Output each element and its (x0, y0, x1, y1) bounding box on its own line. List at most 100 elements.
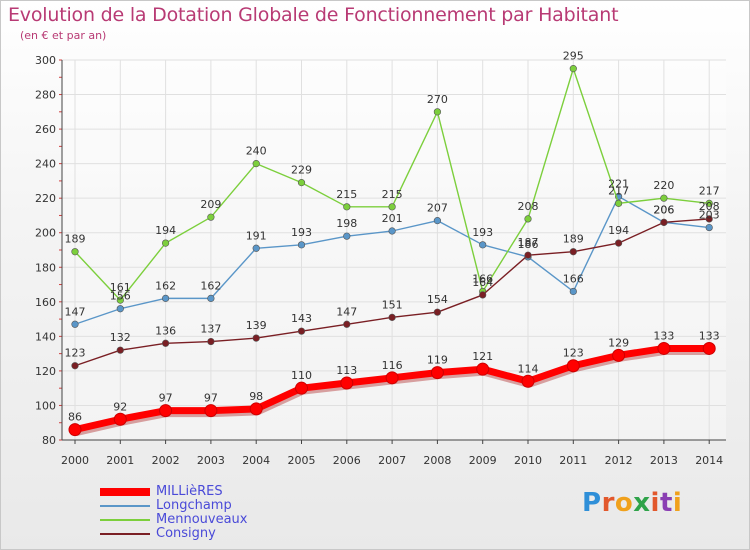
data-label-consigny: 206 (653, 203, 674, 216)
data-label-longchamp: 193 (291, 226, 312, 239)
data-point-mennouveaux (162, 239, 170, 247)
data-label-mennouveaux: 215 (382, 188, 403, 201)
data-label-consigny: 123 (65, 347, 86, 360)
data-point-longchamp (433, 217, 442, 225)
data-point-mennouveaux (297, 179, 306, 187)
y-tick-label: 240 (35, 158, 56, 171)
data-label-millires: 97 (204, 392, 218, 405)
data-label-mennouveaux: 209 (200, 198, 221, 211)
data-label-mennouveaux: 270 (427, 93, 448, 106)
data-label-longchamp: 156 (110, 290, 131, 303)
data-label-mennouveaux: 220 (653, 179, 674, 192)
data-label-consigny: 132 (110, 331, 131, 344)
legend-label-longchamp: Longchamp (156, 498, 232, 513)
data-label-longchamp: 162 (155, 279, 176, 292)
data-label-consigny: 189 (563, 233, 584, 246)
data-point-consigny (162, 339, 170, 347)
data-label-consigny: 151 (382, 298, 403, 311)
data-point-millires (295, 381, 308, 395)
data-point-mennouveaux (388, 203, 396, 211)
data-label-consigny: 154 (427, 293, 448, 306)
data-label-longchamp: 162 (200, 279, 221, 292)
data-label-longchamp: 198 (336, 217, 357, 230)
logo-letter: P (582, 488, 602, 518)
x-tick-label: 2004 (242, 454, 270, 467)
data-label-millires: 116 (382, 359, 403, 372)
data-label-mennouveaux: 217 (699, 184, 720, 197)
data-label-millires: 113 (336, 364, 357, 377)
data-label-longchamp: 203 (699, 209, 720, 222)
data-point-longchamp (343, 232, 351, 240)
data-label-longchamp: 186 (518, 238, 539, 251)
x-tick-label: 2012 (605, 454, 633, 467)
data-label-mennouveaux: 208 (518, 200, 539, 213)
data-label-millires: 133 (653, 329, 674, 342)
data-point-consigny (569, 248, 577, 256)
x-tick-label: 2000 (61, 454, 89, 467)
data-point-longchamp (479, 241, 487, 249)
x-tick-label: 2006 (333, 454, 361, 467)
data-label-mennouveaux: 166 (472, 272, 493, 285)
data-point-consigny (660, 218, 668, 226)
data-point-millires (249, 402, 263, 416)
y-tick-label: 220 (35, 192, 56, 205)
data-label-consigny: 143 (291, 312, 312, 325)
data-label-longchamp: 207 (427, 202, 448, 215)
data-point-mennouveaux (660, 194, 668, 202)
y-tick-label: 100 (35, 399, 56, 412)
data-label-consigny: 136 (155, 324, 176, 337)
data-point-longchamp (705, 223, 713, 232)
data-point-mennouveaux (207, 213, 215, 221)
chart-legend: MILLièRES Longchamp Mennouveaux Consigny (100, 484, 320, 541)
data-label-millires: 119 (427, 354, 448, 367)
data-label-millires: 86 (68, 411, 82, 424)
legend-item-mennouveaux: Mennouveaux (100, 512, 320, 527)
proxiti-logo: Proxiti (582, 488, 682, 518)
data-point-consigny (433, 308, 442, 316)
data-point-mennouveaux (343, 203, 351, 211)
data-point-mennouveaux (252, 160, 260, 168)
data-point-millires (430, 366, 444, 380)
legend-swatch-consigny (100, 533, 150, 535)
data-label-mennouveaux: 217 (608, 184, 629, 197)
data-label-longchamp: 147 (65, 305, 86, 318)
data-point-consigny (705, 215, 713, 223)
data-point-longchamp (71, 320, 79, 328)
data-point-mennouveaux (433, 108, 442, 116)
logo-letter: t (659, 488, 673, 518)
data-label-consigny: 208 (699, 200, 720, 213)
data-point-longchamp (569, 287, 577, 296)
y-tick-label: 140 (35, 330, 56, 343)
data-label-millires: 92 (113, 400, 127, 413)
data-point-longchamp (388, 227, 396, 235)
logo-letter: i (672, 488, 683, 518)
data-point-consigny (614, 239, 623, 247)
data-point-longchamp (162, 294, 170, 302)
data-point-millires (657, 341, 671, 355)
data-point-longchamp (207, 294, 215, 302)
legend-label-consigny: Consigny (156, 526, 216, 541)
data-point-consigny (388, 313, 396, 321)
x-tick-label: 2013 (650, 454, 678, 467)
x-tick-label: 2014 (695, 454, 723, 467)
data-label-consigny: 139 (246, 319, 267, 332)
data-point-longchamp (116, 305, 124, 313)
y-tick-label: 120 (35, 365, 56, 378)
data-point-millires (521, 374, 535, 388)
data-label-longchamp: 221 (608, 177, 629, 190)
data-point-millires (340, 376, 354, 390)
data-point-mennouveaux (116, 296, 124, 304)
data-point-consigny (207, 337, 215, 346)
data-label-mennouveaux: 229 (291, 164, 312, 177)
data-point-millires (702, 341, 716, 355)
data-label-millires: 129 (608, 336, 629, 349)
data-point-millires (385, 371, 399, 385)
y-tick-label: 180 (35, 261, 56, 274)
data-point-consigny (71, 362, 79, 370)
data-point-millires (476, 362, 490, 376)
data-label-longchamp: 191 (246, 229, 267, 242)
legend-swatch-mennouveaux (100, 519, 150, 521)
data-point-mennouveaux (524, 215, 532, 223)
data-point-longchamp (297, 241, 306, 249)
